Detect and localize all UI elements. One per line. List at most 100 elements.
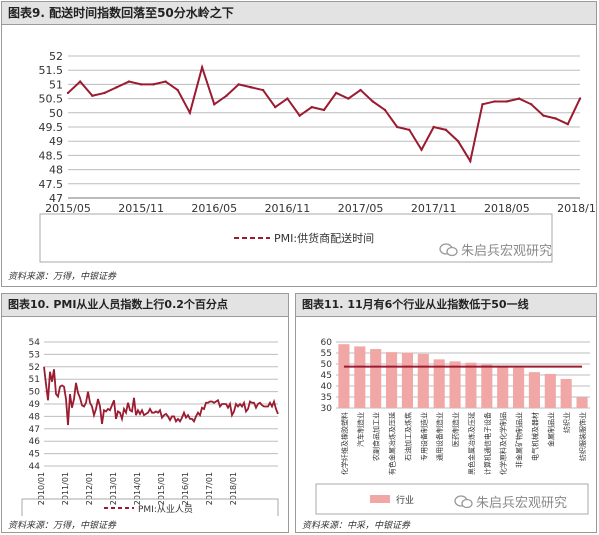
x-tick-label: 2016/05 xyxy=(191,202,237,215)
wechat-icon xyxy=(454,495,473,509)
data-point xyxy=(530,103,533,106)
x-tick-label: 医药制造业 xyxy=(451,412,460,447)
x-tick-label: 专用设备制造业 xyxy=(419,412,428,461)
x-tick-label: 汽车制造业 xyxy=(356,412,365,447)
bar xyxy=(338,344,350,408)
data-point xyxy=(237,83,240,86)
chart-title: 图表9. 配送时间指数回落至50分水岭之下 xyxy=(2,2,596,25)
data-point xyxy=(298,114,301,117)
chart-title: 图表11. 11月有6个行业从业指数低于50一线 xyxy=(296,294,596,317)
y-tick-label: 53 xyxy=(29,350,40,360)
y-tick-label: 49.5 xyxy=(39,121,64,134)
data-point xyxy=(554,117,557,120)
y-tick-label: 45 xyxy=(29,450,40,460)
y-tick-label: 51 xyxy=(29,375,40,385)
data-point xyxy=(432,125,435,129)
source-note: 资料来源：万得，中银证券 xyxy=(8,272,117,282)
data-point xyxy=(200,66,204,69)
data-point xyxy=(408,128,411,132)
y-tick-label: 47 xyxy=(29,425,40,435)
y-tick-label: 50 xyxy=(49,107,63,120)
data-point xyxy=(261,88,265,92)
series-line xyxy=(43,366,279,426)
y-tick-label: 52 xyxy=(29,363,40,373)
data-point xyxy=(249,86,253,89)
data-point xyxy=(542,114,545,117)
data-point xyxy=(213,103,216,106)
x-tick-label: 通用设备制造业 xyxy=(435,412,444,461)
data-point xyxy=(371,100,374,103)
x-tick-label: 2017/05 xyxy=(338,202,384,215)
data-point xyxy=(517,97,521,100)
y-tick-label: 46 xyxy=(29,437,41,447)
source-note: 资料来源：中采，中银证券 xyxy=(302,521,411,531)
data-point xyxy=(91,94,94,97)
x-tick-label: 2011/01 xyxy=(61,472,70,505)
legend-label: PMI:供货商配送时间 xyxy=(274,231,374,245)
data-point xyxy=(225,94,228,97)
y-tick-label: 48.5 xyxy=(39,149,64,162)
data-point xyxy=(322,108,326,112)
x-tick-label: 2017/11 xyxy=(411,202,457,215)
chart-title: 图表10. PMI从业人员指数上行0.2个百分点 xyxy=(2,294,288,317)
data-point xyxy=(481,103,484,106)
bar xyxy=(449,361,461,408)
y-tick-label: 50.5 xyxy=(39,93,64,106)
y-tick-label: 48 xyxy=(29,412,41,422)
data-point xyxy=(347,97,350,100)
x-tick-label: 2018/01 xyxy=(229,472,238,505)
x-tick-label: 有色金属冶炼及压延 xyxy=(388,412,397,475)
chart-panel-industry: 图表11. 11月有6个行业从业指数低于50一线 30 35 40 45 50 55 60 化… xyxy=(295,293,597,533)
data-point xyxy=(383,108,387,112)
x-tick-label: 农副食品加工业 xyxy=(372,412,381,461)
data-point xyxy=(78,80,82,83)
bar xyxy=(481,364,493,408)
y-tick-label: 35 xyxy=(321,393,332,403)
legend-box xyxy=(39,213,553,263)
y-tick-label: 48 xyxy=(49,164,63,177)
data-point xyxy=(188,111,192,115)
x-tick-label: 纺织服装服饰业 xyxy=(578,412,587,461)
data-point xyxy=(578,97,582,100)
y-tick-label: 30 xyxy=(321,404,333,414)
y-tick-label: 60 xyxy=(321,338,333,348)
chart-panel-delivery-time: 图表9. 配送时间指数回落至50分水岭之下 47 47.5 48 48.5 49 49.5… xyxy=(1,1,597,287)
data-point xyxy=(103,91,106,95)
data-point xyxy=(420,148,423,151)
employment-chart: 44 45 46 47 48 49 50 51 52 53 54 2010/01 2011/01 2012… xyxy=(21,338,279,516)
legend-label: PMI:从业人员 xyxy=(138,504,193,515)
series-line xyxy=(67,63,581,164)
bar xyxy=(417,353,429,408)
data-point xyxy=(176,88,179,92)
wechat-icon xyxy=(439,243,458,257)
y-tick-label: 52 xyxy=(49,50,63,63)
bar xyxy=(433,359,445,408)
data-point xyxy=(152,83,155,86)
y-tick-label: 50 xyxy=(29,388,41,398)
y-tick-label: 54 xyxy=(29,338,41,348)
x-tick-label: 黑色金属冶炼及压延 xyxy=(467,412,476,475)
data-point xyxy=(566,122,570,126)
bar xyxy=(544,373,556,408)
data-point xyxy=(310,105,314,109)
y-tick-label: 47 xyxy=(49,192,63,205)
bar xyxy=(513,367,525,408)
x-tick-label: 2016/11 xyxy=(265,202,311,215)
data-point xyxy=(115,86,118,89)
data-point xyxy=(359,88,362,92)
data-point xyxy=(505,100,509,103)
x-tick-label: 计算机通信电子设备 xyxy=(483,412,492,475)
x-tick-label: 金属制品业 xyxy=(546,412,555,447)
x-tick-label: 2013/01 xyxy=(109,472,118,505)
x-tick-label: 2015/05 xyxy=(45,202,91,215)
bar xyxy=(528,372,540,408)
data-point xyxy=(66,91,70,95)
data-point xyxy=(127,80,131,83)
x-tick-label: 2015/01 xyxy=(157,472,166,505)
x-tick-label: 化学原料及化学制品 xyxy=(499,412,508,475)
bar xyxy=(370,349,382,408)
bar xyxy=(560,378,572,408)
y-tick-label: 49 xyxy=(29,400,41,410)
